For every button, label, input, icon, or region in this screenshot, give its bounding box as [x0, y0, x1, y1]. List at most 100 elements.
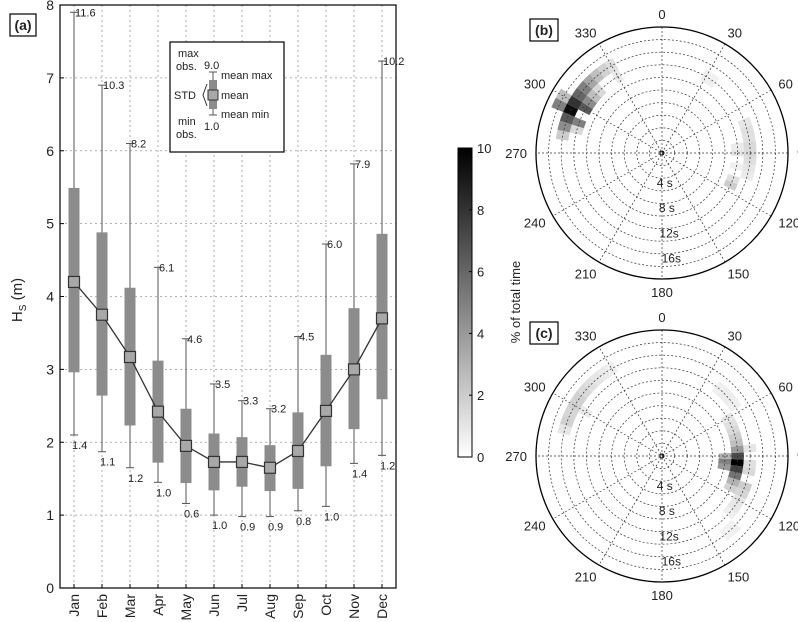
- min-obs-label: 1.4: [352, 468, 367, 480]
- max-obs-label: 4.6: [187, 334, 202, 346]
- mean-marker: [67, 275, 81, 289]
- y-tick-label: 1: [46, 507, 54, 523]
- mean-marker: [151, 405, 165, 418]
- min-obs-label: 0.8: [296, 516, 311, 528]
- polar-angle-label: 240: [524, 519, 546, 534]
- polar-radial-label: 16s: [662, 251, 681, 265]
- polar-panel-b: 03060901201501802102402703003304 s8 s12s…: [505, 7, 798, 300]
- panel-label-box: [9, 13, 37, 37]
- min-obs-label: 0.9: [268, 522, 283, 534]
- polar-spoke: [598, 346, 726, 566]
- polar-cell: [734, 487, 750, 500]
- polar-ring: [611, 405, 713, 507]
- legend: max obs. 9.0 mean max STD mean mean min …: [169, 41, 285, 153]
- polar-frame: [535, 26, 789, 280]
- polar-cell: [571, 116, 587, 129]
- colorbar-tick-label: 2: [477, 388, 484, 403]
- polar-spoke: [598, 43, 726, 263]
- month-box-feb: [96, 84, 108, 453]
- max-obs-label: 6.0: [327, 239, 342, 251]
- mean-marker: [123, 350, 137, 364]
- polar-panel-c: 03060901201501802102402703003304 s8 s12s…: [505, 310, 798, 603]
- polar-cell: [583, 74, 599, 90]
- polar-cell: [719, 525, 735, 541]
- legend-min-obs-l1: min: [178, 116, 196, 128]
- polar-angle-label: 300: [524, 77, 546, 92]
- x-tick-label: Jun: [206, 594, 222, 617]
- polar-cell: [577, 80, 593, 96]
- polar-cell: [730, 459, 744, 467]
- max-obs-label: 3.3: [243, 396, 258, 408]
- mean-polyline: [73, 281, 383, 469]
- legend-mean-min: mean min: [221, 109, 269, 121]
- mean-marker: [95, 308, 109, 321]
- polar-cell: [726, 173, 741, 185]
- mean-marker: [375, 312, 389, 325]
- polar-angle-label: 300: [524, 380, 546, 395]
- legend-min-obs-l2: obs.: [176, 129, 197, 141]
- polar-angle-label: 0: [658, 7, 665, 22]
- legend-max-obs-value: 9.0: [204, 60, 219, 72]
- x-tick-label: Jan: [66, 594, 82, 617]
- x-tick-label: Apr: [150, 594, 166, 616]
- polar-angle-label: 30: [728, 329, 742, 344]
- max-obs-label: 11.6: [75, 7, 96, 19]
- polar-angle-label: 210: [575, 569, 597, 584]
- boxplot-panel: 0 1 2 3 4 5 6 7 8 Jan Feb Mar Apr May Jun Jul Aug Sep Oct…: [9, 0, 404, 620]
- colorbar-tick-label: 0: [477, 450, 484, 465]
- polar-radial-label: 12s: [659, 529, 678, 543]
- panel-label: (b): [535, 22, 553, 38]
- polar-cell: [557, 423, 572, 436]
- polar-angle-labels: 0306090120150180210240270300330: [505, 310, 798, 603]
- y-tick-label: 7: [46, 70, 54, 86]
- polar-ring: [611, 102, 713, 204]
- y-tick-label: 3: [46, 361, 54, 377]
- polar-radial-label: 16s: [662, 554, 681, 568]
- min-obs-label: 1.1: [100, 457, 115, 469]
- polar-radial-label: 12s: [659, 226, 678, 240]
- polar-cell: [725, 519, 741, 535]
- legend-box: [169, 41, 285, 153]
- month-box-sep: [292, 336, 304, 512]
- y-tick-label: 2: [46, 434, 54, 450]
- polar-radial-label: 8 s: [659, 201, 675, 215]
- polar-cell: [720, 411, 735, 425]
- legend-max-obs-l2: obs.: [176, 61, 197, 73]
- polar-angle-label: 30: [728, 26, 742, 41]
- polar-center: [659, 150, 665, 156]
- colorbar-tick-label: 4: [477, 326, 484, 341]
- polar-angle-label: 180: [651, 588, 673, 603]
- legend-std: STD: [174, 90, 196, 102]
- polar-angle-label: 270: [505, 146, 527, 161]
- polar-cell: [582, 95, 598, 109]
- y-axis: 0 1 2 3 4 5 6 7 8: [46, 0, 64, 596]
- min-obs-label: 1.2: [128, 473, 143, 485]
- polar-grid: [536, 27, 788, 279]
- polar-cell: [726, 398, 742, 412]
- x-tick-label: Feb: [94, 594, 110, 618]
- polar-angle-label: 240: [524, 216, 546, 231]
- mean-marker: [207, 455, 221, 469]
- polar-angle-label: 120: [778, 519, 798, 534]
- polar-radial-label: 8 s: [659, 504, 675, 518]
- x-tick-label: Nov: [346, 594, 362, 619]
- max-obs-label: 10.2: [383, 56, 404, 68]
- polar-cell: [726, 476, 741, 488]
- x-tick-label: Sep: [290, 594, 306, 619]
- legend-max-obs-l1: max: [178, 48, 199, 60]
- y-axis-label: HS (m): [9, 278, 29, 322]
- mean-marker: [291, 444, 305, 458]
- polar-cell: [740, 170, 755, 182]
- y-tick-label: 0: [46, 580, 54, 596]
- polar-center: [659, 453, 665, 459]
- legend-std-brace: [202, 83, 208, 107]
- polar-angle-label: 330: [575, 26, 597, 41]
- polar-angle-labels: 0306090120150180210240270300330: [505, 7, 798, 300]
- polar-angle-label: 60: [778, 77, 792, 92]
- polar-angle-label: 180: [651, 285, 673, 300]
- polar-angle-label: 120: [778, 216, 798, 231]
- mean-marker: [235, 455, 249, 469]
- polar-angle-label: 270: [505, 449, 527, 464]
- colorbar-tick-label: 8: [477, 203, 484, 218]
